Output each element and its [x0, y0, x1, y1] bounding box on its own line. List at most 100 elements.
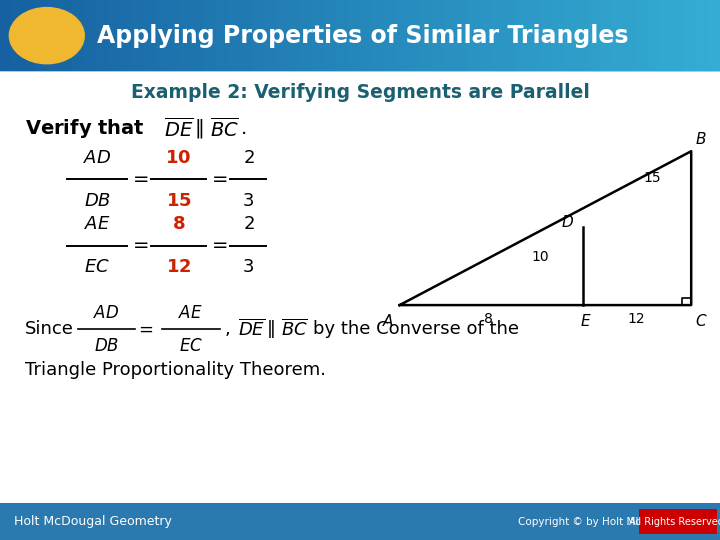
Text: $\overline{BC}$: $\overline{BC}$ [281, 319, 307, 340]
Text: $\overline{DE}$: $\overline{DE}$ [238, 319, 265, 340]
Text: Since: Since [25, 320, 74, 339]
Bar [24, 0, 36, 71]
Bar [204, 0, 216, 71]
Text: Example 2: Verifying Segments are Parallel: Example 2: Verifying Segments are Parall… [130, 83, 590, 103]
Bar [624, 0, 636, 71]
Bar [72, 0, 84, 71]
Text: $AD$: $AD$ [94, 304, 120, 322]
Bar [0, 0, 720, 71]
Bar [372, 0, 384, 71]
Bar [288, 0, 300, 71]
Bar [420, 0, 432, 71]
Text: $EC$: $EC$ [84, 258, 110, 276]
Bar [192, 0, 204, 71]
Bar [636, 0, 648, 71]
Bar [588, 0, 600, 71]
Bar [120, 0, 132, 71]
Bar [336, 0, 348, 71]
Text: =: = [133, 170, 149, 189]
Text: $AE$: $AE$ [179, 304, 203, 322]
Text: Applying Properties of Similar Triangles: Applying Properties of Similar Triangles [97, 24, 629, 48]
Bar [648, 0, 660, 71]
Text: 12: 12 [628, 312, 645, 326]
Bar [504, 0, 516, 71]
Bar [612, 0, 624, 71]
Bar [108, 0, 120, 71]
Bar [660, 0, 672, 71]
Text: $\|$: $\|$ [194, 117, 204, 140]
Bar [684, 0, 696, 71]
Bar [12, 0, 24, 71]
Bar [168, 0, 180, 71]
Text: by the Converse of the: by the Converse of the [313, 320, 519, 339]
Bar [528, 0, 540, 71]
Text: $2$: $2$ [243, 215, 254, 233]
Text: $A$: $A$ [382, 313, 394, 329]
Bar [0, 0, 12, 71]
Text: $DB$: $DB$ [84, 192, 111, 210]
Bar [312, 0, 324, 71]
Bar [132, 0, 144, 71]
Bar [516, 0, 528, 71]
Bar [36, 0, 48, 71]
Text: $C$: $C$ [695, 313, 707, 329]
Bar [300, 0, 312, 71]
Bar [324, 0, 336, 71]
Text: Triangle Proportionality Theorem.: Triangle Proportionality Theorem. [25, 361, 326, 379]
Text: $\overline{BC}$: $\overline{BC}$ [210, 117, 239, 140]
Text: =: = [133, 236, 149, 255]
Text: $\mathbf{15}$: $\mathbf{15}$ [166, 192, 192, 210]
Text: Copyright © by Holt Mc Dougal.: Copyright © by Holt Mc Dougal. [518, 517, 685, 526]
Bar [672, 0, 684, 71]
Text: =: = [138, 320, 153, 339]
Text: $\overline{DE}$: $\overline{DE}$ [164, 117, 194, 140]
Bar [696, 0, 708, 71]
Circle shape [9, 8, 84, 64]
Bar [540, 0, 552, 71]
Bar [180, 0, 192, 71]
Bar [84, 0, 96, 71]
Bar [228, 0, 240, 71]
Text: $AD$: $AD$ [83, 148, 112, 167]
Text: 8: 8 [484, 312, 492, 326]
Bar [360, 0, 372, 71]
Text: 15: 15 [643, 171, 660, 185]
Bar [96, 0, 108, 71]
Text: $EC$: $EC$ [179, 336, 203, 355]
Bar [348, 0, 360, 71]
Bar [240, 0, 252, 71]
Bar [480, 0, 492, 71]
Bar [60, 0, 72, 71]
Text: .: . [241, 119, 248, 138]
Bar [564, 0, 576, 71]
Text: $AE$: $AE$ [84, 215, 110, 233]
Bar [264, 0, 276, 71]
Text: $D$: $D$ [561, 214, 574, 231]
Text: ,: , [225, 320, 230, 339]
Text: $\mathbf{8}$: $\mathbf{8}$ [172, 215, 185, 233]
Bar [576, 0, 588, 71]
Bar [48, 0, 60, 71]
Bar [639, 509, 717, 534]
Text: $\|$: $\|$ [266, 319, 275, 340]
Text: $2$: $2$ [243, 148, 254, 167]
Bar [552, 0, 564, 71]
Bar [276, 0, 288, 71]
Text: =: = [212, 170, 228, 189]
Bar [216, 0, 228, 71]
Bar [156, 0, 168, 71]
Bar [432, 0, 444, 71]
Bar [600, 0, 612, 71]
Bar [492, 0, 504, 71]
Bar [252, 0, 264, 71]
Text: $B$: $B$ [695, 131, 706, 147]
Bar [444, 0, 456, 71]
Bar [144, 0, 156, 71]
Bar [396, 0, 408, 71]
Bar [384, 0, 396, 71]
Text: $\mathbf{10}$: $\mathbf{10}$ [166, 148, 192, 167]
Bar [0, 503, 720, 540]
Bar [456, 0, 468, 71]
Text: $\mathbf{12}$: $\mathbf{12}$ [166, 258, 192, 276]
Text: All Rights Reserved.: All Rights Reserved. [629, 517, 720, 526]
